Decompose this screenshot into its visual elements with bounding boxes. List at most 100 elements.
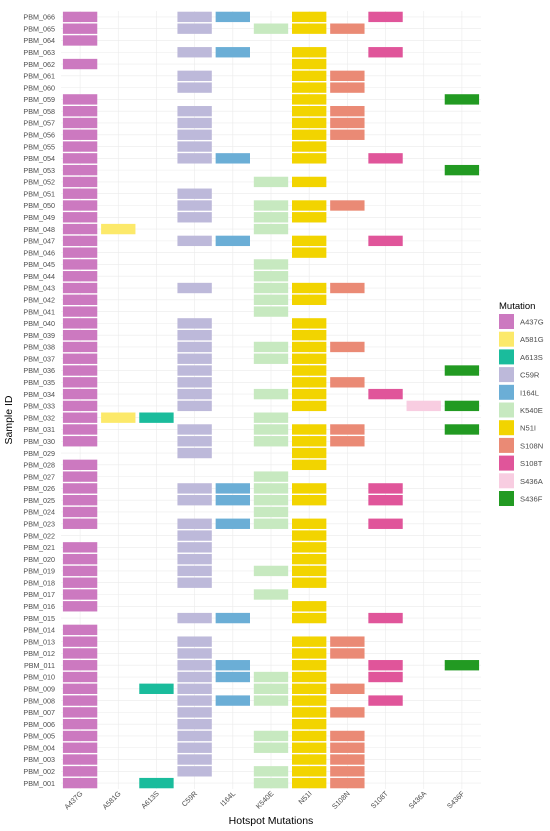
y-tick-pbm-026: PBM_026 — [23, 484, 55, 493]
tile-pbm-007-s108n — [330, 707, 365, 718]
y-tick-pbm-035: PBM_035 — [23, 378, 55, 387]
tile-pbm-024-k540e — [253, 506, 289, 518]
tile-pbm-028-a437g — [62, 459, 98, 471]
y-tick-pbm-003: PBM_003 — [23, 755, 55, 764]
y-tick-pbm-040: PBM_040 — [23, 319, 55, 328]
tile-pbm-063-s108t — [368, 47, 403, 58]
tile-pbm-006-c59r — [177, 718, 212, 730]
legend-key-c59r — [499, 367, 514, 383]
tile-pbm-018-a437g — [62, 577, 98, 588]
y-tick-pbm-011: PBM_011 — [24, 661, 55, 670]
tile-pbm-033-n51i — [292, 400, 327, 412]
tile-pbm-050-n51i — [292, 200, 327, 211]
tile-pbm-034-c59r — [177, 388, 212, 400]
y-tick-pbm-008: PBM_008 — [23, 696, 55, 705]
tile-pbm-010-c59r — [177, 671, 212, 683]
tile-pbm-040-c59r — [177, 318, 212, 329]
y-tick-pbm-059: PBM_059 — [23, 95, 55, 104]
tile-pbm-056-a437g — [62, 129, 98, 140]
tile-pbm-034-s108t — [368, 388, 403, 400]
tile-pbm-061-n51i — [292, 70, 327, 82]
tile-pbm-001-k540e — [253, 777, 289, 789]
y-tick-pbm-045: PBM_045 — [23, 260, 55, 269]
tile-pbm-034-k540e — [253, 388, 289, 400]
tile-pbm-023-s108t — [368, 518, 403, 529]
tile-pbm-034-n51i — [292, 388, 327, 400]
tile-pbm-026-n51i — [292, 483, 327, 494]
tile-pbm-035-c59r — [177, 377, 212, 388]
tile-pbm-025-a437g — [62, 495, 98, 506]
tile-pbm-065-s108n — [330, 23, 365, 34]
tile-pbm-054-s108t — [368, 153, 403, 164]
tile-pbm-029-n51i — [292, 447, 327, 459]
tile-pbm-018-n51i — [292, 577, 327, 588]
tile-pbm-035-n51i — [292, 377, 327, 388]
y-tick-labels: PBM_066 PBM_065 PBM_064 PBM_063 PBM_062 PBM_0… — [23, 13, 55, 788]
tile-pbm-023-c59r — [177, 518, 212, 529]
tile-pbm-040-n51i — [292, 318, 327, 329]
legend-label-a437g: A437G — [520, 318, 544, 327]
y-tick-pbm-051: PBM_051 — [23, 189, 55, 198]
tile-pbm-002-n51i — [292, 766, 327, 777]
tile-pbm-045-k540e — [253, 259, 289, 270]
tile-pbm-047-i164l — [215, 235, 250, 247]
y-tick-pbm-061: PBM_061 — [23, 72, 55, 81]
y-tick-pbm-024: PBM_024 — [23, 508, 55, 517]
x-tick-s108t: S108T — [369, 789, 391, 811]
tile-pbm-019-a437g — [62, 565, 98, 577]
tile-pbm-016-n51i — [292, 601, 327, 612]
tile-pbm-037-a437g — [62, 353, 98, 364]
y-tick-pbm-002: PBM_002 — [23, 767, 55, 776]
tile-pbm-017-k540e — [253, 589, 289, 600]
x-axis-title: Hotspot Mutations — [229, 815, 314, 827]
tile-pbm-058-c59r — [177, 106, 212, 117]
tile-pbm-032-a437g — [62, 412, 98, 423]
legend-key-i164l — [499, 384, 514, 400]
y-tick-pbm-052: PBM_052 — [23, 178, 55, 187]
tile-pbm-058-s108n — [330, 106, 365, 117]
y-tick-pbm-034: PBM_034 — [23, 390, 55, 399]
tile-pbm-039-n51i — [292, 329, 327, 341]
tile-pbm-025-k540e — [253, 495, 289, 506]
tile-pbm-050-k540e — [253, 200, 289, 211]
tile-pbm-043-n51i — [292, 282, 327, 294]
tile-pbm-001-a437g — [62, 777, 98, 789]
tile-pbm-012-a437g — [62, 648, 98, 659]
tile-pbm-048-k540e — [253, 223, 289, 235]
x-tick-n51i: N51I — [296, 789, 313, 806]
tile-pbm-013-s108n — [330, 636, 365, 647]
tile-pbm-007-c59r — [177, 707, 212, 718]
tile-pbm-011-i164l — [215, 660, 250, 671]
y-tick-pbm-014: PBM_014 — [23, 626, 55, 635]
tile-pbm-050-c59r — [177, 200, 212, 211]
tile-pbm-049-n51i — [292, 212, 327, 223]
tile-pbm-040-a437g — [62, 318, 98, 329]
tile-pbm-019-c59r — [177, 565, 212, 577]
legend-key-a613s — [499, 349, 514, 365]
tile-pbm-015-c59r — [177, 612, 212, 624]
y-tick-pbm-056: PBM_056 — [23, 130, 55, 139]
y-tick-pbm-015: PBM_015 — [23, 614, 55, 623]
x-tick-a613s: A613S — [139, 789, 161, 811]
legend-key-a437g — [499, 314, 514, 329]
tile-pbm-020-n51i — [292, 553, 327, 565]
tile-pbm-007-a437g — [62, 707, 98, 718]
tile-pbm-047-c59r — [177, 235, 212, 247]
tile-pbm-019-k540e — [253, 565, 289, 577]
legend-title: Mutation — [499, 301, 535, 312]
tile-pbm-009-k540e — [253, 683, 289, 694]
y-tick-pbm-004: PBM_004 — [23, 743, 55, 752]
tile-pbm-032-a613s — [139, 412, 174, 423]
tile-pbm-052-n51i — [292, 176, 327, 188]
tile-pbm-002-s108n — [330, 766, 365, 777]
y-tick-pbm-009: PBM_009 — [23, 685, 55, 694]
tile-pbm-026-a437g — [62, 483, 98, 494]
tile-pbm-059-a437g — [62, 94, 98, 105]
tile-pbm-038-c59r — [177, 341, 212, 353]
tile-pbm-006-a437g — [62, 718, 98, 730]
x-tick-c59r: C59R — [180, 789, 199, 808]
tile-pbm-017-a437g — [62, 589, 98, 600]
tile-pbm-057-c59r — [177, 117, 212, 129]
tile-pbm-011-a437g — [62, 660, 98, 671]
